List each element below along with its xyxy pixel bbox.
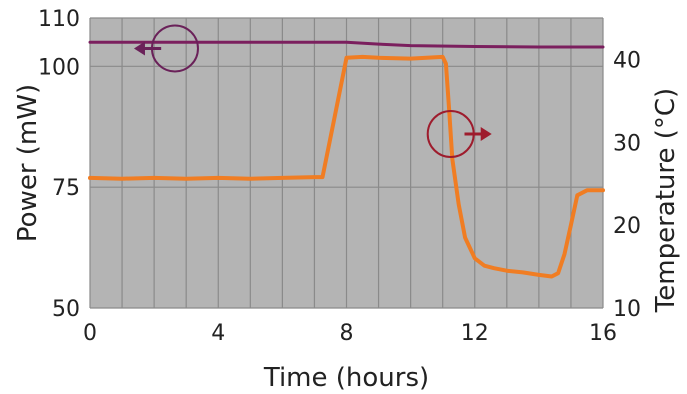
right-y-axis-title: Temperature (°C) — [651, 88, 681, 313]
x-tick-label: 4 — [211, 321, 225, 346]
left-axis-indicator — [133, 24, 199, 73]
right-y-tick-label: 20 — [613, 214, 641, 239]
left-y-tick-label: 100 — [38, 55, 80, 80]
right-axis-indicator — [426, 110, 492, 158]
x-tick-label: 16 — [589, 321, 617, 346]
annotation-layer — [133, 24, 492, 158]
x-axis-title: Time (hours) — [263, 363, 429, 393]
x-tick-label: 12 — [461, 321, 489, 346]
series-layer — [88, 40, 605, 279]
temperature-series-line — [88, 54, 605, 279]
arrow-right-icon — [480, 127, 492, 141]
left-y-tick-label: 75 — [52, 176, 80, 201]
left-y-tick-label: 110 — [38, 7, 80, 32]
left-y-tick-label: 50 — [52, 297, 80, 322]
power-series-line — [88, 40, 605, 49]
x-tick-label: 0 — [83, 321, 97, 346]
right-y-tick-label: 40 — [613, 48, 641, 73]
arrow-left-icon — [133, 41, 145, 56]
tick-labels: 0 4 8 12 16 50 75 100 110 10 20 30 40 — [38, 7, 641, 346]
x-tick-label: 8 — [340, 321, 354, 346]
right-y-tick-label: 10 — [613, 297, 641, 322]
right-y-tick-label: 30 — [613, 131, 641, 156]
left-y-axis-title: Power (mW) — [13, 84, 43, 242]
